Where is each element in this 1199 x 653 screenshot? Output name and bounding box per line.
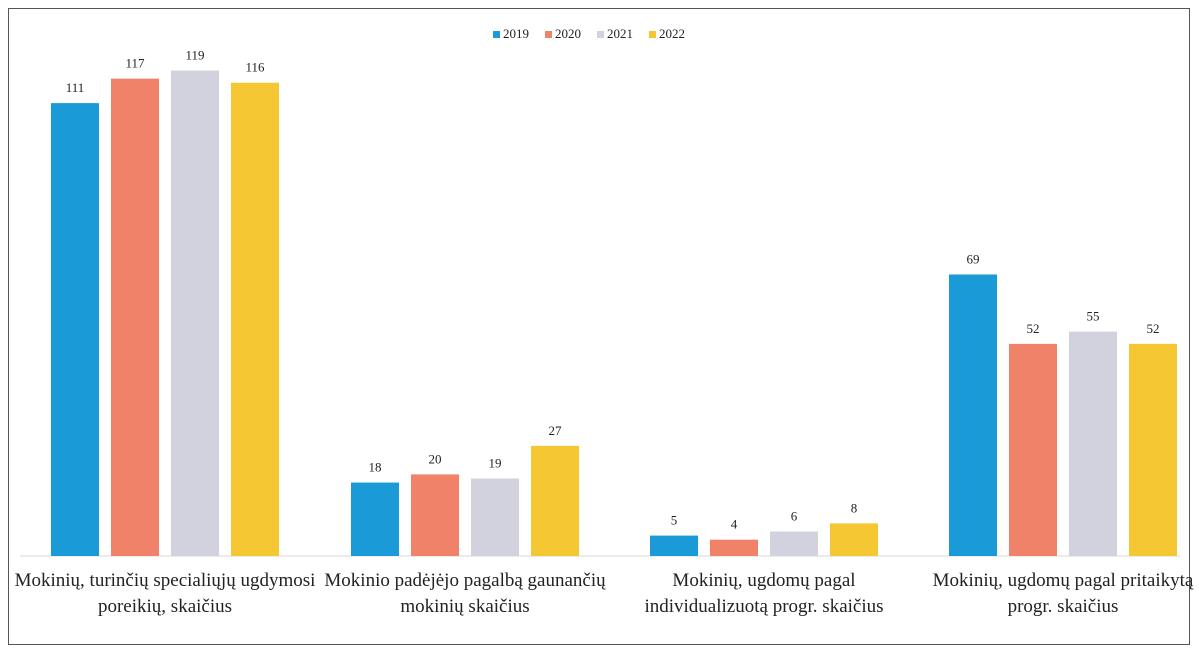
data-label: 8 [851,500,858,515]
bar [111,78,159,556]
bar [171,70,219,556]
data-label: 116 [245,60,265,75]
bar [770,531,818,556]
data-label: 111 [66,80,85,95]
bar [1009,343,1057,556]
data-label: 18 [369,460,382,475]
data-label: 4 [731,517,738,532]
frame [8,8,1190,645]
data-label: 52 [1147,321,1160,336]
legend-swatch [649,31,656,38]
data-label: 20 [429,451,442,466]
category-label: Mokinių, ugdomų pagal pritaikytą progr. … [932,570,1194,617]
category-label: Mokinių, ugdomų pagal individualizuotą p… [644,570,884,617]
bar [51,103,99,557]
bar [949,274,997,556]
bar [351,482,399,556]
category-label: Mokinio padėjėjo pagalbą gaunančių mokin… [324,570,606,617]
legend-label: 2019 [503,26,529,41]
bar [231,82,279,556]
data-label: 5 [671,513,678,528]
category-label: Mokinių, turinčių specialiųjų ugdymosi p… [14,570,316,617]
data-label: 117 [125,56,145,71]
legend-label: 2020 [555,26,581,41]
legend-swatch [597,31,604,38]
data-label: 19 [489,455,502,470]
bar [531,445,579,556]
bar [830,523,878,556]
data-label: 55 [1087,309,1100,324]
legend-label: 2022 [659,26,685,41]
data-label: 52 [1027,321,1040,336]
bar [710,539,758,556]
bar [1129,343,1177,556]
bar [1069,331,1117,556]
data-label: 119 [185,47,204,62]
legend-label: 2021 [607,26,633,41]
data-label: 69 [967,251,980,266]
legend-swatch [545,31,552,38]
bar [471,478,519,556]
legend-swatch [493,31,500,38]
data-label: 6 [791,509,798,524]
bar [411,474,459,556]
data-label: 27 [549,423,563,438]
bar [650,535,698,556]
